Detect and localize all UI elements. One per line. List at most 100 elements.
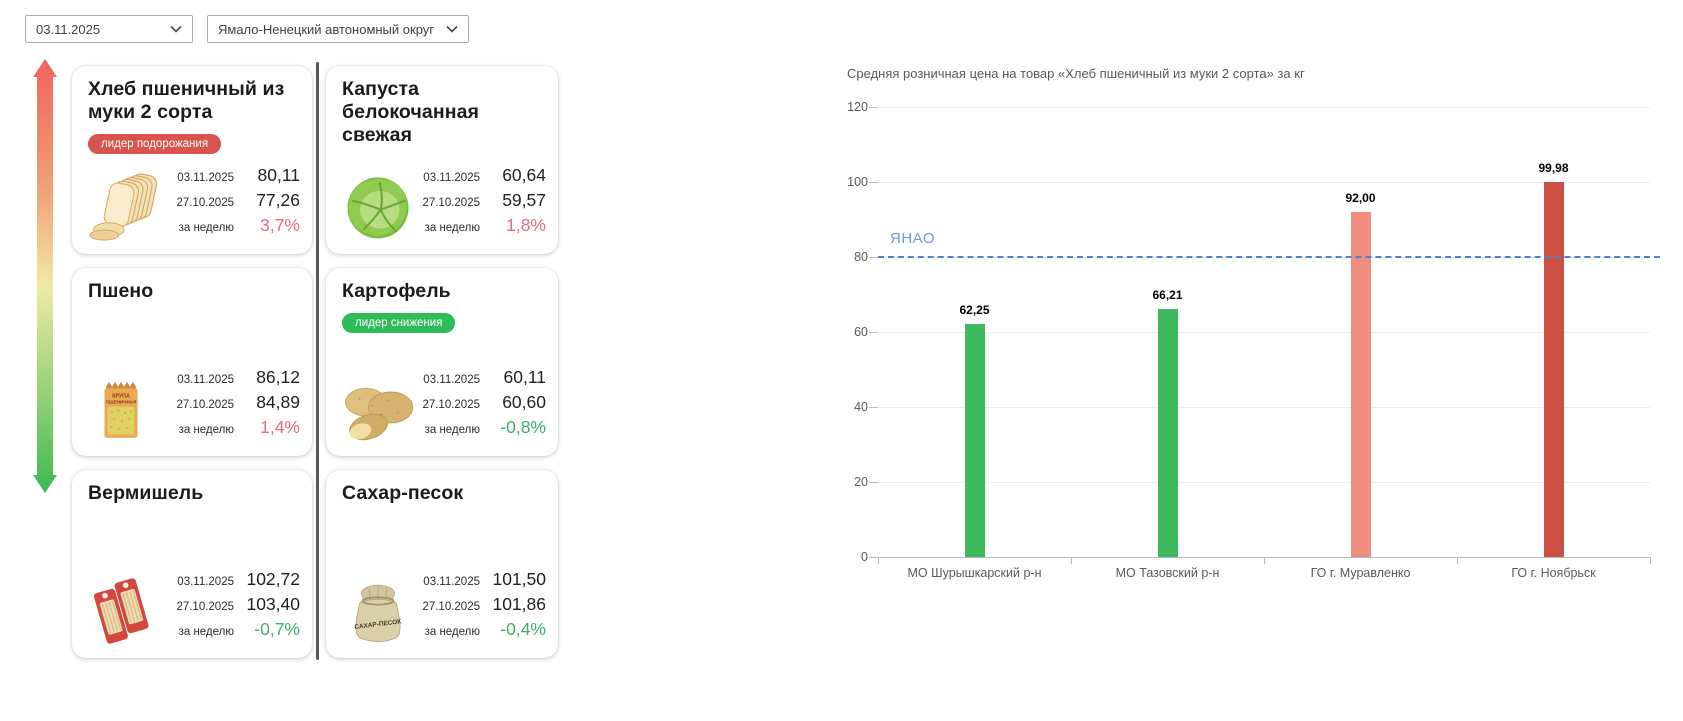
date-select-value: 03.11.2025 [36,21,101,37]
y-axis-tick-label: 60 [854,325,868,339]
current-price-value: 86,12 [256,367,300,387]
week-change-label: за неделю [424,626,480,638]
chart-title: Средняя розничная цена на товар «Хлеб пш… [847,66,1305,81]
product-card: Сахар-песок САХАР-ПЕСОК 03.11.2025 101,5… [326,470,558,658]
price-rows: 03.11.2025 101,50 27.10.2025 101,86 за н… [418,569,546,646]
bar[interactable] [1350,212,1371,557]
bar-value-label: 99,98 [1538,161,1569,176]
current-price-row: 03.11.2025 102,72 [164,569,300,594]
current-price-row: 03.11.2025 86,12 [164,367,300,392]
x-axis-category-label: МО Шурышкарский р-н [907,566,1042,580]
week-change-row: за неделю -0,7% [164,619,300,644]
previous-date-label: 27.10.2025 [422,399,480,411]
current-price-row: 03.11.2025 60,11 [418,367,546,392]
bar[interactable] [1543,182,1564,557]
current-date-label: 03.11.2025 [423,576,480,588]
week-change-value: -0,7% [254,619,300,639]
bar-value-label: 92,00 [1345,191,1376,205]
gridline [878,407,1650,408]
product-title: Капуста белокочанная свежая [342,78,480,146]
reference-line [878,256,1660,258]
current-date-label: 03.11.2025 [177,374,234,386]
previous-date-label: 27.10.2025 [176,399,234,411]
y-axis-tick-mark [869,182,878,183]
price-rows: 03.11.2025 102,72 27.10.2025 103,40 за н… [164,569,300,646]
date-select[interactable]: 03.11.2025 [25,15,193,43]
price-info: 03.11.2025 60,64 27.10.2025 59,57 за нед… [342,165,546,242]
previous-price-value: 59,57 [502,190,546,210]
x-axis-category-label: ГО г. Ноябрьск [1511,566,1596,580]
previous-price-value: 103,40 [246,594,300,614]
millet-package-image: КРУПА ПШЕНИЧНАЯ [104,381,138,438]
week-change-value: 1,4% [260,417,300,437]
bar[interactable] [964,323,985,557]
previous-price-row: 27.10.2025 77,26 [164,190,300,215]
y-axis-tick-label: 0 [861,550,868,564]
current-price-row: 03.11.2025 60,64 [418,165,546,190]
y-axis-tick-label: 100 [847,175,868,189]
previous-price-value: 77,26 [256,190,300,210]
week-change-row: за неделю 1,8% [418,215,546,240]
previous-price-value: 60,60 [502,392,546,412]
week-change-value: -0,8% [500,417,546,437]
bar-value-label: 66,21 [1152,287,1183,302]
week-change-label: за неделю [178,424,234,436]
week-change-row: за неделю -0,8% [418,417,546,442]
x-axis-tick-mark [1457,557,1458,564]
gridline [878,107,1650,108]
product-title: Вермишель [88,482,204,504]
product-title: Сахар-песок [342,482,464,504]
trend-badge: лидер подорожания [88,134,222,154]
previous-date-label: 27.10.2025 [176,197,234,209]
previous-date-label: 27.10.2025 [176,601,234,613]
current-date-label: 03.11.2025 [177,576,234,588]
chevron-down-icon [446,25,458,33]
y-axis-tick-label: 40 [854,400,868,414]
potato-image [345,388,414,441]
reference-line-label: ЯНАО [890,230,936,247]
x-axis-tick-mark [1071,557,1072,564]
x-axis-category-label: ГО г. Муравленко [1310,566,1411,580]
cards-scrollbar[interactable] [316,62,319,660]
product-image [342,170,418,242]
y-axis-tick-label: 20 [854,475,868,489]
price-trend-gradient-arrow [33,59,57,493]
price-info: КРУПА ПШЕНИЧНАЯ 03.11.2025 86,12 27.10.2… [88,367,300,444]
product-title: Картофель [342,280,451,302]
price-bar-chart: Средняя розничная цена на товар «Хлеб пш… [790,58,1683,618]
x-axis-tick-mark [1264,557,1265,564]
week-change-value: 1,8% [506,215,546,235]
week-change-value: -0,4% [500,619,546,639]
week-change-value: 3,7% [260,215,300,235]
x-axis-tick-mark [1650,557,1651,564]
previous-price-row: 27.10.2025 84,89 [164,392,300,417]
gridline [878,482,1650,483]
current-price-value: 80,11 [257,165,301,185]
y-axis-tick-mark [869,407,878,408]
price-rows: 03.11.2025 80,11 27.10.2025 77,26 за нед… [164,165,300,242]
price-info: 03.11.2025 60,11 27.10.2025 60,60 за нед… [342,367,546,444]
product-image: САХАР-ПЕСОК [342,574,418,646]
cabbage-image [347,177,409,239]
y-axis-tick-mark [869,107,878,108]
bar[interactable] [1157,308,1178,557]
current-price-row: 03.11.2025 80,11 [164,165,300,190]
y-axis-tick-mark [869,482,878,483]
region-select[interactable]: Ямало-Ненецкий автономный округ [207,15,469,43]
bar-value-label: 62,25 [959,302,990,317]
product-image: КРУПА ПШЕНИЧНАЯ [88,372,164,444]
price-info: 03.11.2025 80,11 27.10.2025 77,26 за нед… [88,165,300,242]
product-card: Картофель лидер снижения 03.11.2025 60,1… [326,268,558,456]
product-cards-list: Хлеб пшеничный из муки 2 сорта лидер под… [72,66,558,658]
current-date-label: 03.11.2025 [423,172,480,184]
product-image [88,574,164,646]
gridline [878,332,1650,333]
current-date-label: 03.11.2025 [177,172,234,184]
y-axis-tick-label: 80 [854,250,868,264]
trend-badge: лидер снижения [342,313,456,333]
region-select-value: Ямало-Ненецкий автономный округ [218,21,435,37]
week-change-row: за неделю -0,4% [418,619,546,644]
product-card: Пшено КРУПА ПШЕНИЧНАЯ 03.11.2025 86,12 2… [72,268,312,456]
x-axis-tick-mark [878,557,879,564]
y-axis-tick-mark [869,557,878,558]
